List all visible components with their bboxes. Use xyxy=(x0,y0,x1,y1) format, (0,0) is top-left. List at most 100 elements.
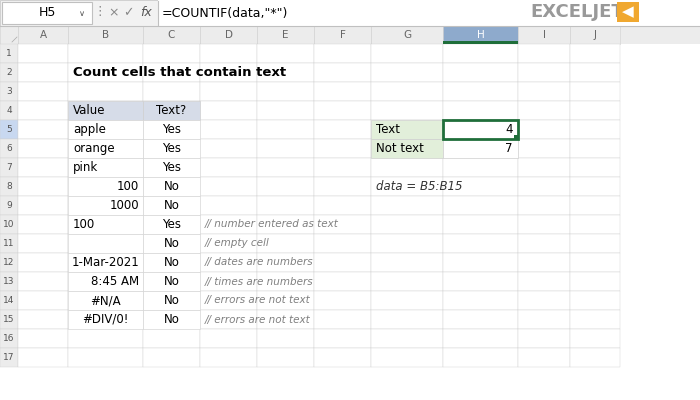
Bar xyxy=(0,26,18,44)
Bar xyxy=(314,310,371,329)
Text: // number entered as text: // number entered as text xyxy=(205,220,339,230)
Bar xyxy=(143,26,200,44)
Bar xyxy=(143,310,200,329)
Bar xyxy=(68,177,143,196)
Text: data = B5:B15: data = B5:B15 xyxy=(376,180,463,193)
Text: 8: 8 xyxy=(6,182,12,191)
Bar xyxy=(68,310,143,329)
Bar xyxy=(314,196,371,215)
Bar xyxy=(143,63,200,82)
Bar xyxy=(143,139,200,158)
Bar xyxy=(68,120,143,139)
Bar xyxy=(314,120,371,139)
Bar xyxy=(518,310,570,329)
Bar xyxy=(443,44,518,63)
Text: C: C xyxy=(168,30,175,40)
Bar xyxy=(200,348,257,367)
Text: B: B xyxy=(102,30,109,40)
Bar xyxy=(371,101,443,120)
Bar xyxy=(257,139,314,158)
Text: Yes: Yes xyxy=(162,218,181,231)
Bar xyxy=(443,329,518,348)
Bar xyxy=(68,215,143,234)
Text: 15: 15 xyxy=(4,315,15,324)
Bar xyxy=(371,26,443,44)
Bar xyxy=(443,26,518,44)
Bar xyxy=(0,310,18,329)
Text: 1: 1 xyxy=(6,49,12,58)
Bar xyxy=(443,291,518,310)
Bar xyxy=(371,253,443,272)
Text: // errors are not text: // errors are not text xyxy=(205,296,311,306)
Text: #N/A: #N/A xyxy=(90,294,121,307)
Bar xyxy=(143,310,200,329)
Bar xyxy=(0,253,18,272)
Text: 4: 4 xyxy=(6,106,12,115)
Bar xyxy=(518,139,570,158)
Bar xyxy=(158,0,700,26)
Bar xyxy=(371,120,443,139)
Bar xyxy=(200,63,257,82)
Bar xyxy=(257,177,314,196)
Bar xyxy=(570,139,620,158)
Text: 14: 14 xyxy=(4,296,15,305)
Bar xyxy=(143,82,200,101)
Bar xyxy=(200,82,257,101)
Bar xyxy=(570,26,620,44)
Bar xyxy=(443,139,518,158)
Bar xyxy=(371,272,443,291)
Bar xyxy=(570,44,620,63)
Bar xyxy=(314,177,371,196)
Text: 10: 10 xyxy=(4,220,15,229)
Bar xyxy=(68,101,143,120)
Text: 3: 3 xyxy=(6,87,12,96)
Bar xyxy=(68,234,143,253)
Bar xyxy=(68,196,143,215)
Bar xyxy=(514,135,519,140)
Bar xyxy=(314,215,371,234)
Bar xyxy=(570,253,620,272)
Bar xyxy=(443,101,518,120)
Text: pink: pink xyxy=(73,161,98,174)
Bar xyxy=(371,177,443,196)
Bar xyxy=(570,158,620,177)
Bar xyxy=(0,348,18,367)
Bar xyxy=(0,329,18,348)
Bar xyxy=(200,196,257,215)
Bar xyxy=(68,215,143,234)
Bar xyxy=(570,101,620,120)
Bar xyxy=(570,215,620,234)
Bar xyxy=(18,215,68,234)
Bar xyxy=(18,158,68,177)
Text: // empty cell: // empty cell xyxy=(205,238,270,248)
Bar xyxy=(257,291,314,310)
Text: orange: orange xyxy=(73,142,115,155)
Bar xyxy=(443,348,518,367)
Text: No: No xyxy=(164,199,179,212)
Text: No: No xyxy=(164,237,179,250)
Bar xyxy=(143,291,200,310)
Bar xyxy=(143,196,200,215)
Bar xyxy=(570,272,620,291)
Bar xyxy=(68,234,143,253)
Bar xyxy=(314,272,371,291)
Bar xyxy=(68,44,143,63)
Bar xyxy=(0,139,18,158)
Bar xyxy=(143,196,200,215)
Bar xyxy=(0,44,18,63)
Bar xyxy=(200,101,257,120)
Bar xyxy=(570,310,620,329)
Bar xyxy=(143,234,200,253)
Bar xyxy=(518,44,570,63)
Bar xyxy=(371,234,443,253)
Bar xyxy=(0,82,18,101)
Text: J: J xyxy=(594,30,596,40)
Bar xyxy=(570,177,620,196)
Bar xyxy=(200,177,257,196)
Text: No: No xyxy=(164,294,179,307)
Bar xyxy=(0,196,18,215)
Bar xyxy=(314,139,371,158)
Bar xyxy=(18,272,68,291)
Text: A: A xyxy=(39,30,47,40)
Bar xyxy=(371,196,443,215)
